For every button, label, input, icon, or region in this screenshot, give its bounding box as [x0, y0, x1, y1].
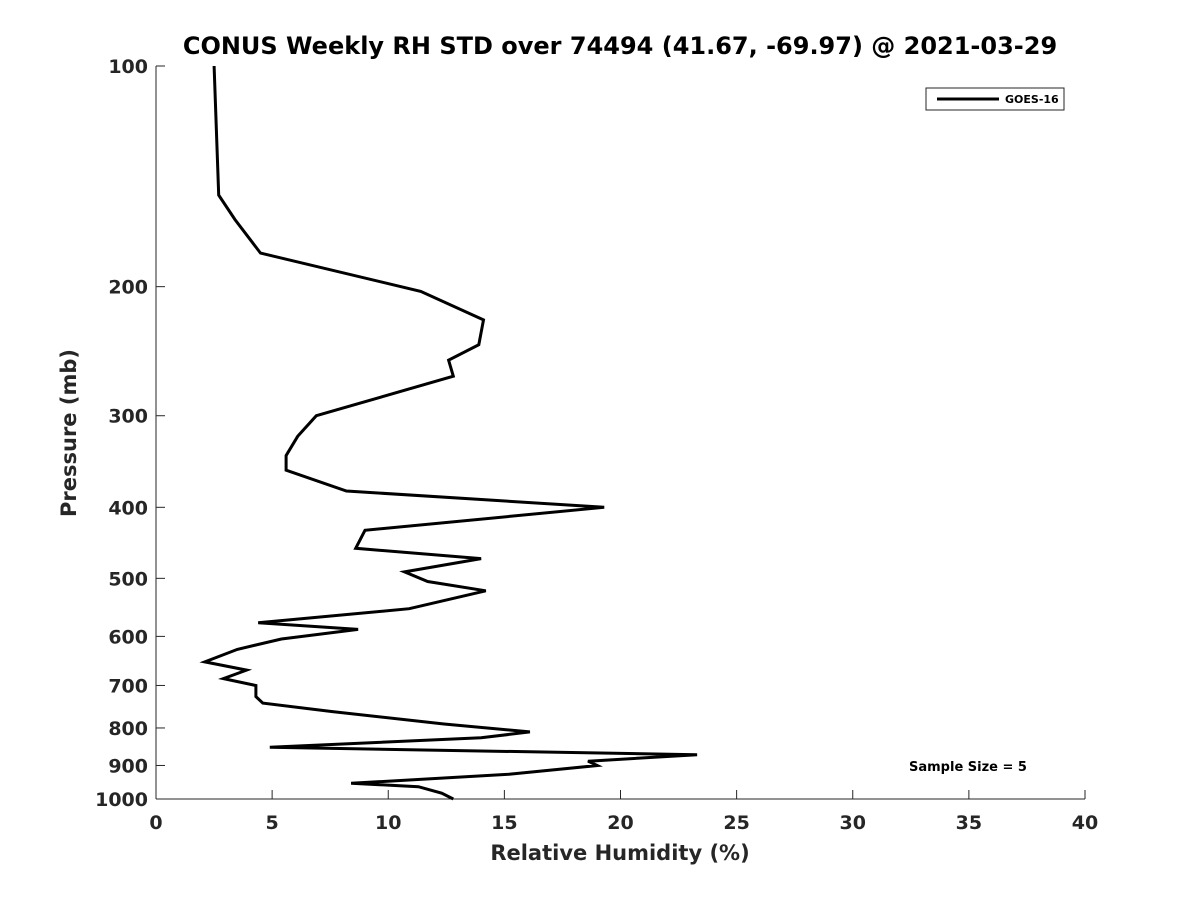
- x-tick-label: 15: [491, 812, 517, 834]
- y-tick-label: 200: [108, 277, 148, 299]
- x-tick-label: 25: [723, 812, 749, 834]
- sample-size-annotation: Sample Size = 5: [909, 760, 1027, 775]
- y-tick-label: 400: [108, 497, 148, 519]
- legend-label-goes-16: GOES-16: [1005, 93, 1059, 106]
- x-axis-label: Relative Humidity (%): [490, 841, 749, 865]
- y-axis-ticks: 100 200 300 400 500 600 700 800 900 1000: [95, 56, 165, 811]
- x-tick-label: 10: [375, 812, 401, 834]
- x-tick-label: 5: [266, 812, 279, 834]
- x-tick-label: 40: [1072, 812, 1098, 834]
- y-tick-label: 900: [108, 755, 148, 777]
- x-tick-label: 20: [607, 812, 633, 834]
- x-tick-label: 30: [840, 812, 866, 834]
- y-tick-label: 1000: [95, 789, 148, 811]
- y-tick-label: 100: [108, 56, 148, 78]
- y-tick-label: 800: [108, 718, 148, 740]
- plot-area: [155, 65, 1085, 801]
- chart-title: CONUS Weekly RH STD over 74494 (41.67, -…: [183, 32, 1057, 60]
- y-tick-label: 700: [108, 675, 148, 697]
- x-axis-ticks: 0 5 10 15 20 25 30 35 40: [149, 790, 1098, 834]
- x-tick-label: 0: [149, 812, 162, 834]
- y-axis-label: Pressure (mb): [57, 349, 81, 517]
- series-line-goes-16: [199, 65, 698, 801]
- y-tick-label: 600: [108, 626, 148, 648]
- legend: GOES-16: [925, 87, 1065, 111]
- x-tick-label: 35: [956, 812, 982, 834]
- y-tick-label: 500: [108, 568, 148, 590]
- y-tick-label: 300: [108, 406, 148, 428]
